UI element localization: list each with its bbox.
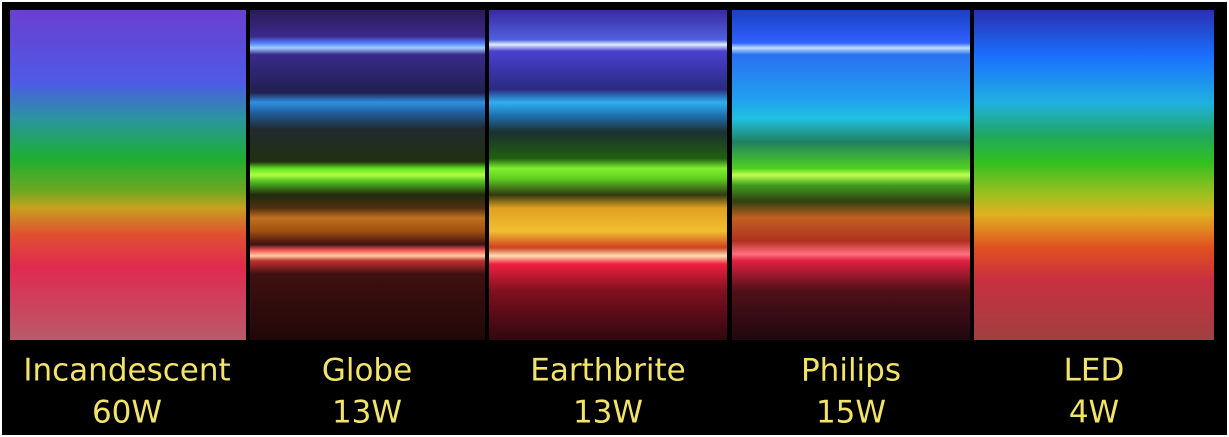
spectrum-panel <box>10 10 246 340</box>
bulb-name: Earthbrite <box>530 353 685 389</box>
spectrum-panel <box>489 10 727 340</box>
spectrum-panel <box>250 10 485 340</box>
bulb-name: Incandescent <box>23 353 230 389</box>
spectrum-panel <box>974 10 1214 340</box>
bulb-wattage: 13W <box>573 395 643 431</box>
spectra-image: Incandescent 60W Globe 13W Earthbrite 13W Phil… <box>0 0 1229 437</box>
bulb-name: Philips <box>801 353 901 389</box>
bulb-name: LED <box>1064 353 1125 389</box>
bulb-name: Globe <box>322 353 412 389</box>
spectrum-panel <box>732 10 970 340</box>
bulb-wattage: 15W <box>816 395 886 431</box>
bulb-wattage: 13W <box>332 395 402 431</box>
bulb-wattage: 4W <box>1069 395 1119 431</box>
bulb-wattage: 60W <box>92 395 162 431</box>
